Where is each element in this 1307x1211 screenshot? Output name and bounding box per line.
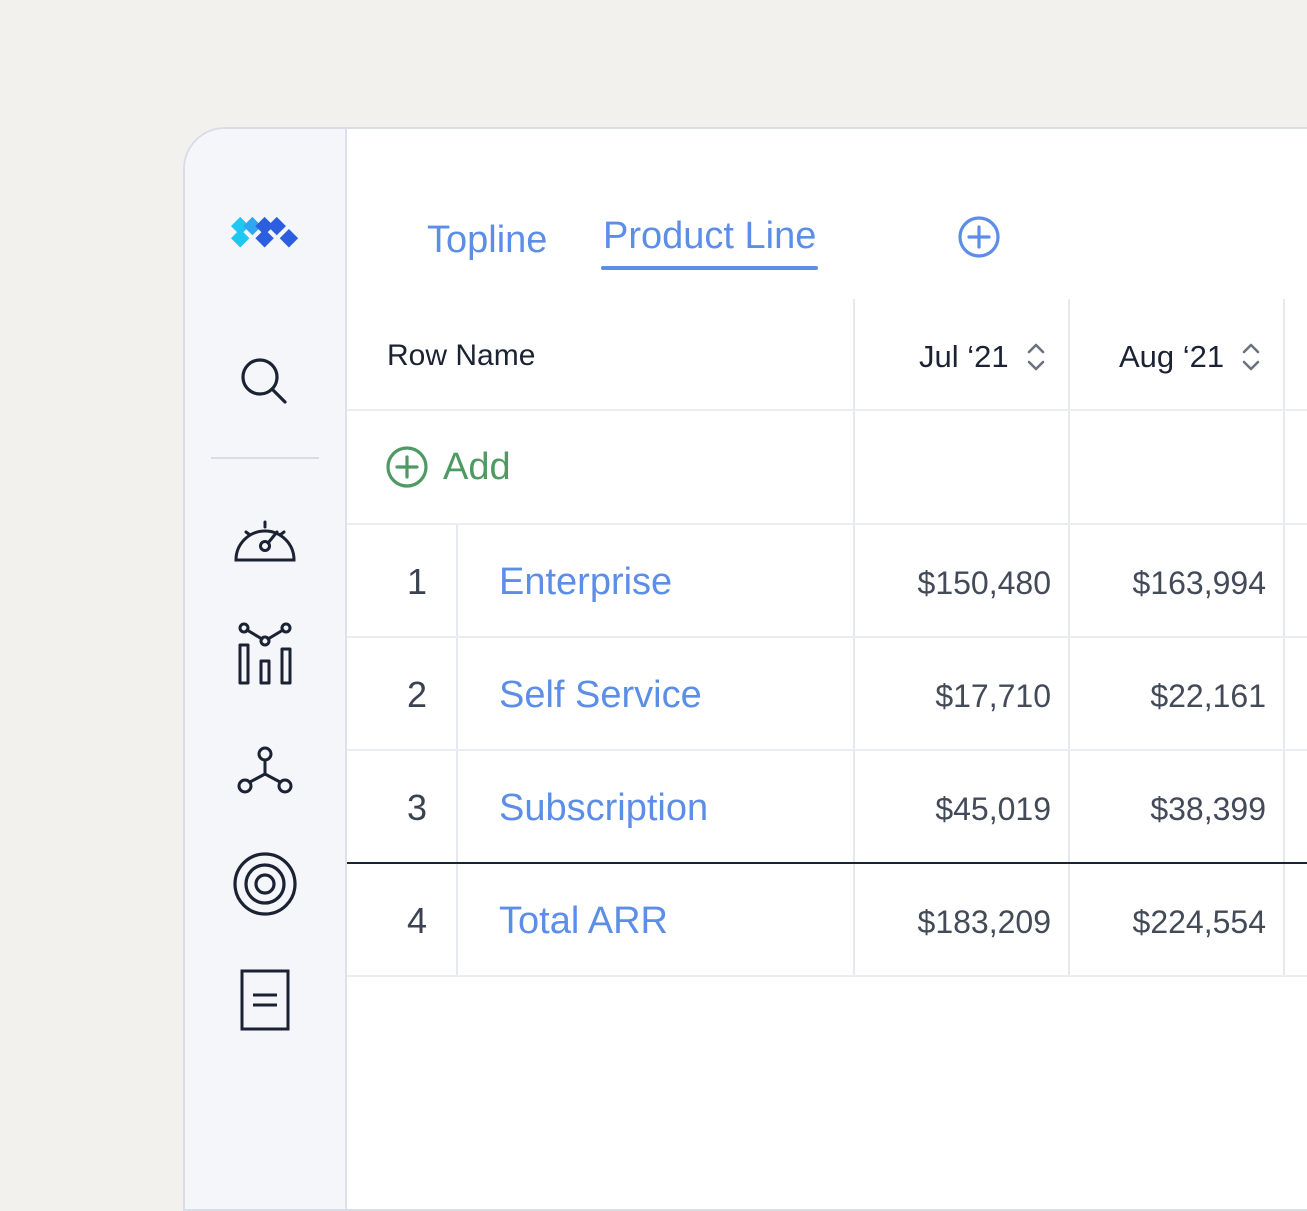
row-name-header: Row Name xyxy=(387,339,536,372)
column-header-label: Aug ‘21 xyxy=(1119,339,1225,374)
sort-icon[interactable] xyxy=(1025,340,1047,374)
row-name[interactable]: Enterprise xyxy=(499,561,673,603)
add-row-button[interactable]: Add xyxy=(385,445,511,489)
plus-circle-icon xyxy=(386,446,428,488)
value-cell[interactable]: $183,209 xyxy=(917,904,1051,940)
add-row: Add xyxy=(347,411,1307,525)
value-cell[interactable]: $45,019 xyxy=(935,791,1051,827)
graph-nodes-icon[interactable] xyxy=(225,735,305,805)
sort-icon[interactable] xyxy=(1240,340,1262,374)
row-name[interactable]: Self Service xyxy=(499,674,702,716)
sidebar-divider xyxy=(211,457,319,459)
chart-icon[interactable] xyxy=(225,619,305,689)
value-cell[interactable]: $22,161 xyxy=(1150,678,1266,714)
dashboard-gauge-icon[interactable] xyxy=(225,505,305,575)
row-name[interactable]: Subscription xyxy=(499,787,709,829)
value-cell[interactable]: $38,399 xyxy=(1150,791,1266,827)
row-number: 3 xyxy=(406,787,428,828)
document-icon[interactable] xyxy=(225,965,305,1035)
value-cell[interactable]: $224,554 xyxy=(1132,904,1266,940)
target-icon[interactable] xyxy=(225,849,305,919)
row-number: 1 xyxy=(406,561,428,602)
tab-topline[interactable]: Topline xyxy=(427,219,548,261)
table-row[interactable]: 1 Enterprise $150,480 $163,994 xyxy=(347,525,1307,638)
tab-product-line[interactable]: Product Line xyxy=(600,215,819,270)
column-header-label: Jul ‘21 xyxy=(919,339,1009,374)
table-row[interactable]: 3 Subscription $45,019 $38,399 xyxy=(347,751,1307,864)
table-header: Row Name Jul ‘21 Aug ‘21 xyxy=(347,299,1307,411)
row-name[interactable]: Total ARR xyxy=(499,900,668,942)
column-header-jul[interactable]: Jul ‘21 xyxy=(919,339,1047,375)
app-window: Topline Product Line Row Name Jul ‘21 xyxy=(183,127,1307,1211)
value-cell[interactable]: $150,480 xyxy=(917,565,1051,601)
column-header-aug[interactable]: Aug ‘21 xyxy=(1119,339,1262,375)
row-number: 4 xyxy=(406,900,428,941)
search-icon[interactable] xyxy=(225,347,305,417)
value-cell[interactable]: $17,710 xyxy=(935,678,1051,714)
logo-icon[interactable] xyxy=(225,195,305,265)
main-panel: Topline Product Line Row Name Jul ‘21 xyxy=(347,129,1307,1209)
add-tab-icon[interactable] xyxy=(957,215,1001,259)
sidebar xyxy=(185,129,347,1209)
table-row[interactable]: 2 Self Service $17,710 $22,161 xyxy=(347,638,1307,751)
table-row-total[interactable]: 4 Total ARR $183,209 $224,554 xyxy=(347,862,1307,977)
add-row-label: Add xyxy=(443,445,511,488)
value-cell[interactable]: $163,994 xyxy=(1132,565,1266,601)
row-number: 2 xyxy=(406,674,428,715)
